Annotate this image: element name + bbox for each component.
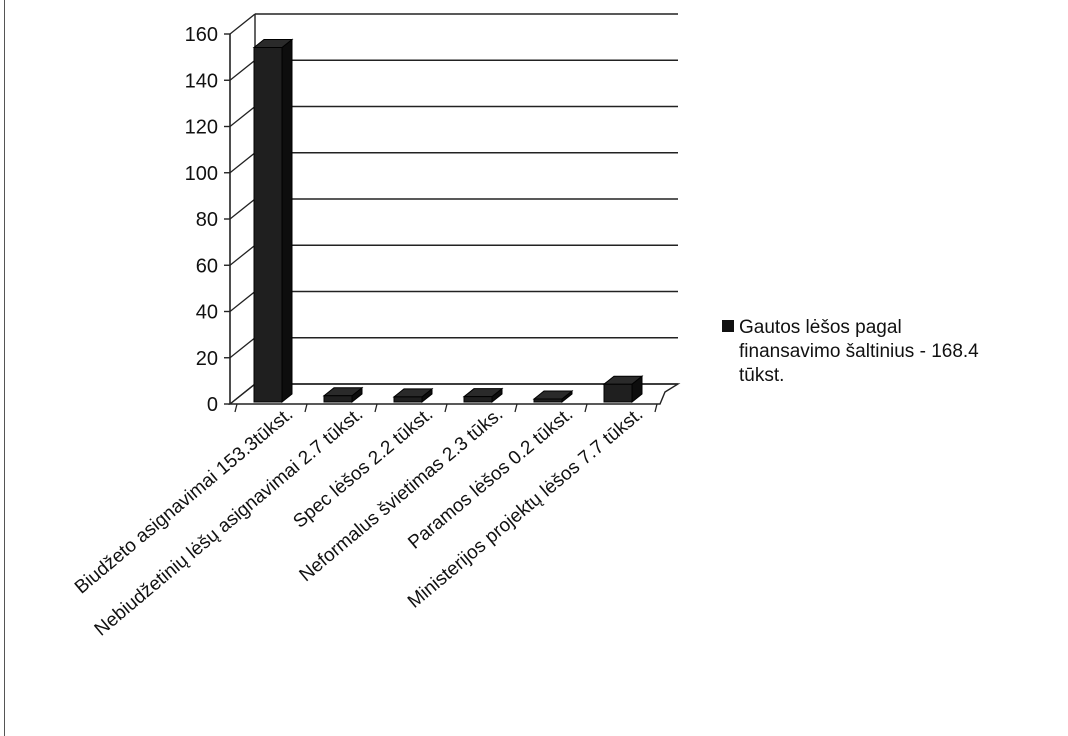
side-wall-line [229,59,256,81]
side-wall-line [229,244,256,266]
legend-swatch [722,320,734,332]
side-wall-line [229,290,256,313]
legend-label-line3: tūkst. [739,365,785,386]
x-tick-mark [514,403,518,413]
bar-face [253,46,283,403]
legend-label-line2: finansavimo šaltinius - 168.4 [739,341,979,362]
y-tick-label: 140 [185,70,218,92]
side-wall-line [229,337,256,359]
y-tick-label: 120 [185,117,218,139]
chart-floor [228,383,681,405]
y-tick-label: 160 [185,24,218,46]
x-tick-mark [304,403,308,413]
x-tick-mark [374,403,378,413]
bar-face [323,395,353,403]
bar [392,387,434,404]
legend-label-line1: Gautos lėšos pagal [739,317,902,338]
side-wall-line [229,198,256,220]
bar-face [463,396,493,403]
bar [252,38,294,404]
x-tick-mark [234,403,238,413]
side-wall-line [229,105,256,128]
page-border-line [4,0,5,736]
bar-face [533,398,563,403]
x-tick-mark [654,403,658,413]
side-wall-line [229,13,256,35]
bar-face [393,396,423,403]
y-tick-label: 100 [185,163,218,185]
legend-entry: Gautos lėšos pagal [722,316,1062,340]
x-tick-mark [584,403,588,413]
bar-face [603,383,633,403]
legend: Gautos lėšos pagal finansavimo šaltinius… [722,316,1062,388]
side-wall-line [229,152,256,174]
bar [462,387,504,404]
bar [322,386,364,404]
y-tick-label: 40 [196,302,218,324]
y-tick-label: 0 [207,394,218,416]
x-tick-mark [444,403,448,413]
y-tick-label: 60 [196,255,218,277]
bar [532,389,574,404]
x-category-label: Nebiudžetinių lėšų asignavimai 2.7 tūkst… [91,404,367,641]
y-tick-label: 20 [196,348,218,370]
bar-face [281,38,293,404]
y-tick-label: 80 [196,209,218,231]
bar [602,375,644,404]
